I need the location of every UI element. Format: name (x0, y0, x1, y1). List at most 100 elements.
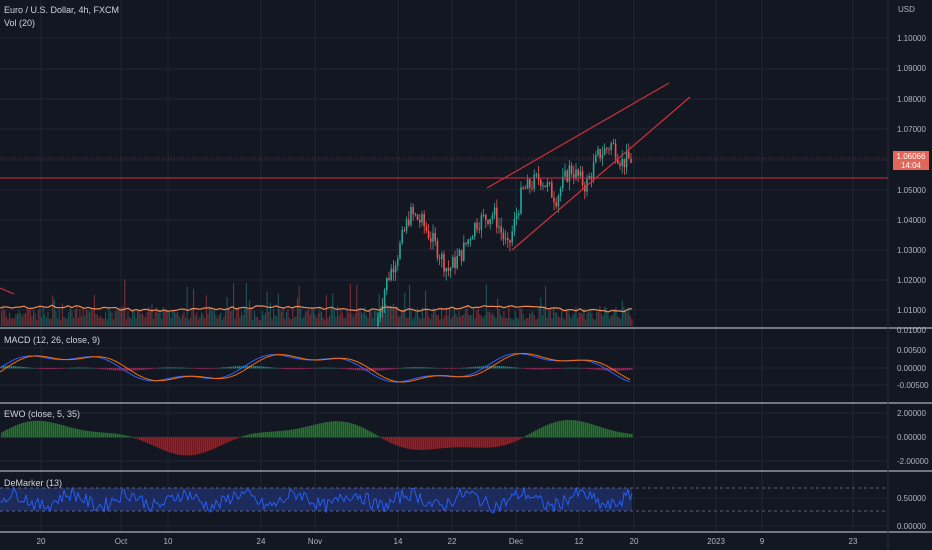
volume-bar (501, 317, 503, 326)
ewo-bar (129, 436, 131, 438)
candle-body (425, 226, 428, 231)
ewo-bar (149, 437, 151, 445)
macd-histogram-bar (349, 368, 351, 370)
ewo-bar (357, 425, 359, 438)
ewo-bar (41, 420, 43, 438)
ewo-bar (321, 422, 323, 438)
volume-bar (164, 310, 166, 326)
ewo-bar (391, 437, 393, 444)
macd-histogram-bar (577, 367, 579, 369)
macd-histogram-bar (49, 368, 51, 370)
volume-bar (541, 314, 543, 326)
volume-bar (530, 313, 532, 326)
ewo-bar (247, 434, 249, 438)
macd-histogram-bar (163, 367, 165, 369)
ewo-bar (187, 437, 189, 456)
volume-bar (564, 319, 566, 326)
volume-bar (250, 307, 252, 326)
volume-bar (588, 311, 590, 326)
candle-body (619, 163, 621, 166)
ewo-bar (301, 427, 303, 438)
macd-histogram-bar (357, 368, 359, 371)
volume-bar (2, 306, 4, 326)
volume-bar (583, 308, 585, 326)
volume-bar (247, 308, 249, 326)
macd-histogram-bar (121, 368, 123, 371)
macd-histogram-bar (47, 368, 49, 370)
ewo-bar (519, 437, 521, 440)
macd-histogram-bar (511, 366, 513, 369)
ewo-bar (517, 437, 519, 441)
macd-tick: 0.00500 (897, 346, 926, 355)
volume-bar (445, 306, 447, 326)
ewo-bar (13, 426, 15, 438)
ewo-bar (235, 437, 237, 439)
macd-histogram-bar (25, 367, 27, 369)
ewo-bar (295, 428, 297, 438)
volume-bar (191, 308, 193, 326)
macd-legend[interactable]: MACD (12, 26, close, 9) (4, 335, 101, 345)
candle-body (522, 187, 524, 189)
ewo-bar (419, 437, 421, 450)
volume-bar (466, 306, 468, 326)
volume-bar (613, 309, 615, 326)
ewo-bar (349, 422, 351, 438)
time-tick: Dec (508, 537, 524, 546)
time-tick: Nov (307, 537, 323, 546)
volume-bar (284, 318, 286, 326)
candle-body (562, 176, 564, 189)
symbol-title[interactable]: Euro / U.S. Dollar, 4h, FXCM (4, 5, 120, 15)
volume-bar (335, 316, 337, 326)
ewo-bar (65, 426, 67, 438)
ewo-bar (397, 437, 399, 446)
volume-bar (178, 315, 180, 326)
ewo-bar (163, 437, 165, 451)
price-tick: 1.05000 (897, 186, 926, 195)
volume-bar (138, 311, 140, 326)
demarker-legend[interactable]: DeMarker (13) (4, 478, 63, 488)
ewo-bar (291, 429, 293, 438)
ewo-bar (181, 437, 183, 456)
volume-legend[interactable]: Vol (20) (4, 18, 36, 28)
ewo-legend[interactable]: EWO (close, 5, 35) (4, 409, 81, 419)
volume-bar (212, 310, 214, 326)
ewo-bar (531, 432, 533, 438)
macd-histogram-bar (97, 368, 99, 369)
volume-bar (201, 312, 203, 326)
ewo-bar (105, 432, 107, 438)
macd-histogram-bar (289, 368, 291, 370)
volume-bar (76, 306, 78, 326)
macd-histogram-bar (285, 368, 287, 370)
volume-bar (605, 307, 607, 326)
volume-bar (39, 306, 41, 326)
volume-bar (410, 309, 412, 326)
ewo-bar (197, 437, 199, 455)
volume-bar (53, 299, 55, 326)
volume-bar (607, 313, 609, 326)
ewo-bar (493, 437, 495, 448)
ewo-bar (337, 421, 339, 438)
candle-body (478, 228, 480, 230)
macd-histogram-bar (83, 367, 85, 369)
ewo-bar (215, 437, 217, 448)
volume-bar (87, 310, 89, 326)
macd-histogram-bar (515, 367, 517, 369)
ewo-bar (289, 429, 291, 438)
volume-bar (529, 313, 531, 326)
macd-histogram-bar (537, 368, 539, 370)
volume-bar (220, 312, 222, 326)
volume-bar (177, 312, 179, 326)
macd-histogram-bar (393, 368, 395, 370)
macd-histogram-bar (487, 365, 489, 369)
volume-bar (141, 312, 143, 326)
macd-histogram-bar (113, 368, 115, 371)
ewo-bar (293, 429, 295, 438)
candle-body (570, 165, 573, 174)
volume-bar (205, 295, 207, 326)
macd-histogram-bar (411, 367, 413, 369)
volume-bar (537, 318, 539, 326)
ewo-bar (199, 437, 201, 454)
candle-body (421, 214, 423, 223)
ewo-bar (127, 435, 129, 438)
